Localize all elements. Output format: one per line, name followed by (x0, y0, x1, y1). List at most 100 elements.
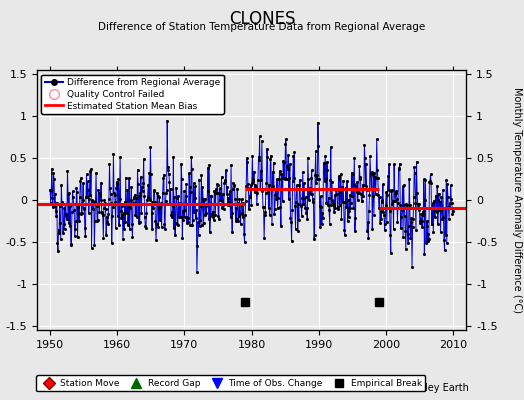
Point (216, 197, 225, 203)
Point (387, 250, 395, 256)
Point (275, 186, 283, 192)
Point (356, 175, 365, 182)
Point (277, 223, 285, 229)
Point (135, 220, 143, 226)
Point (177, 214, 185, 220)
Point (396, 202, 405, 209)
Point (261, 190, 270, 196)
Point (282, 136, 290, 143)
Legend: Difference from Regional Average, Quality Control Failed, Estimated Station Mean: Difference from Regional Average, Qualit… (41, 74, 224, 114)
Point (133, 166, 141, 173)
Point (49, 170, 58, 176)
Point (348, 171, 357, 177)
Point (313, 172, 321, 178)
Point (299, 169, 307, 176)
Point (367, 169, 376, 175)
Point (268, 221, 276, 228)
Point (384, 173, 392, 180)
Point (322, 200, 331, 206)
Point (170, 225, 178, 232)
Point (409, 216, 417, 222)
Point (428, 221, 436, 227)
Point (248, 153, 257, 159)
Point (63, 216, 71, 223)
Point (381, 221, 389, 227)
Point (237, 202, 245, 208)
Point (382, 189, 390, 195)
Point (329, 199, 337, 206)
Point (154, 193, 162, 200)
Point (376, 208, 385, 214)
Point (212, 190, 221, 196)
Point (200, 220, 208, 226)
Point (302, 204, 311, 211)
Point (289, 152, 298, 159)
Point (58, 200, 66, 206)
Point (210, 217, 218, 223)
Point (248, 180, 256, 186)
Point (119, 236, 127, 242)
Point (322, 174, 330, 181)
Point (397, 214, 406, 220)
Point (108, 213, 116, 220)
Point (90, 242, 99, 248)
Point (439, 187, 447, 193)
Point (357, 198, 366, 204)
Point (231, 196, 239, 202)
Point (143, 210, 151, 216)
Point (239, 200, 247, 206)
Point (398, 183, 407, 190)
Point (102, 232, 111, 238)
Point (219, 202, 227, 208)
Point (57, 181, 66, 188)
Point (253, 190, 261, 196)
Point (387, 188, 396, 194)
Point (389, 198, 397, 204)
Point (318, 220, 326, 227)
Point (112, 224, 120, 231)
Point (343, 178, 351, 185)
Point (190, 209, 198, 216)
Point (230, 182, 238, 189)
Point (221, 178, 229, 184)
Point (238, 210, 246, 216)
Point (398, 206, 406, 213)
Point (436, 199, 444, 206)
Point (204, 164, 212, 171)
Point (314, 143, 323, 149)
Point (220, 180, 228, 186)
Point (271, 192, 279, 198)
Point (425, 178, 433, 185)
Point (51, 190, 59, 197)
Point (66, 223, 74, 229)
Point (392, 190, 400, 196)
Point (424, 236, 433, 242)
Point (236, 211, 244, 218)
Point (64, 191, 72, 198)
Point (370, 212, 378, 218)
Point (127, 184, 136, 190)
Point (242, 198, 250, 204)
Point (128, 234, 137, 240)
Point (47, 200, 55, 206)
Point (364, 234, 373, 241)
Point (443, 181, 452, 187)
Point (230, 182, 238, 188)
Point (395, 166, 403, 172)
Point (257, 177, 266, 183)
Point (83, 194, 91, 200)
Point (390, 161, 398, 168)
Point (130, 192, 139, 198)
Point (92, 202, 101, 209)
Point (266, 156, 275, 162)
Point (302, 210, 310, 216)
Point (47, 187, 56, 194)
Point (74, 210, 83, 216)
Point (350, 155, 358, 161)
Point (176, 200, 184, 207)
Point (171, 232, 179, 238)
Point (193, 269, 201, 276)
Point (224, 195, 233, 201)
Point (128, 221, 136, 228)
Point (365, 192, 374, 198)
